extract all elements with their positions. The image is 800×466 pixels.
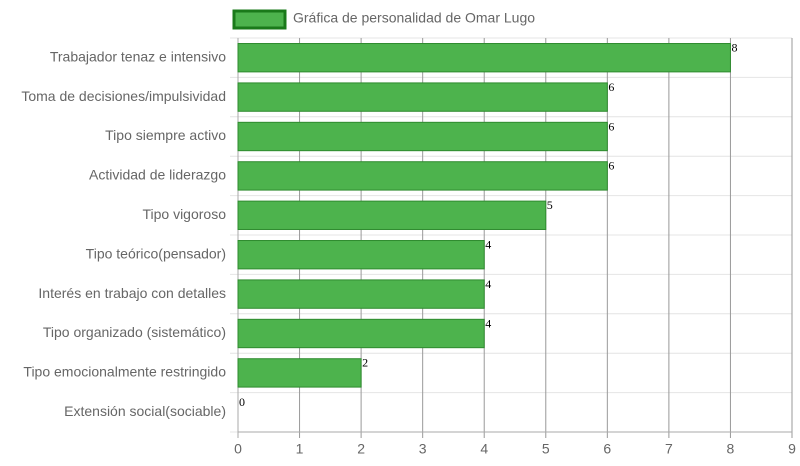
x-tick-label: 1 <box>296 441 304 457</box>
y-tick-label: Tipo teórico(pensador) <box>86 245 226 261</box>
value-label: 4 <box>485 277 491 291</box>
bar <box>237 43 731 73</box>
x-tick-label: 3 <box>419 441 427 457</box>
x-tick-label: 6 <box>603 441 611 457</box>
bar <box>237 200 547 230</box>
x-tick-label: 8 <box>727 441 735 457</box>
y-tick-label: Trabajador tenaz e intensivo <box>50 48 226 64</box>
bar <box>237 358 362 388</box>
bar <box>237 82 608 112</box>
y-tick-label: Tipo siempre activo <box>105 127 226 143</box>
y-tick-label: Tipo vigoroso <box>142 206 226 222</box>
value-label: 6 <box>608 80 614 94</box>
y-tick-label: Tipo emocionalmente restringido <box>23 364 226 380</box>
y-tick-label: Actividad de liderazgo <box>89 167 226 183</box>
value-label: 8 <box>731 40 737 54</box>
y-tick-label: Toma de decisiones/impulsividad <box>21 88 226 104</box>
y-tick-label: Extensión social(sociable) <box>64 403 226 419</box>
value-label: 6 <box>608 159 614 173</box>
bar <box>237 161 608 191</box>
x-tick-label: 2 <box>357 441 365 457</box>
value-label: 4 <box>485 316 491 330</box>
value-label: 6 <box>608 119 614 133</box>
value-label: 4 <box>485 237 491 251</box>
y-tick-label: Interés en trabajo con detalles <box>38 285 226 301</box>
legend-swatch <box>232 9 287 30</box>
bar <box>237 240 485 270</box>
x-tick-label: 4 <box>480 441 488 457</box>
value-label: 0 <box>239 395 245 409</box>
x-tick-label: 7 <box>665 441 673 457</box>
x-tick-label: 0 <box>234 441 242 457</box>
x-tick-label: 5 <box>542 441 550 457</box>
bar <box>237 121 608 152</box>
y-tick-label: Tipo organizado (sistemático) <box>43 324 226 340</box>
value-label: 5 <box>547 198 553 212</box>
legend-label: Gráfica de personalidad de Omar Lugo <box>293 10 535 26</box>
bar <box>237 318 485 349</box>
bar <box>237 279 485 309</box>
value-label: 2 <box>362 356 368 370</box>
x-tick-label: 9 <box>788 441 796 457</box>
